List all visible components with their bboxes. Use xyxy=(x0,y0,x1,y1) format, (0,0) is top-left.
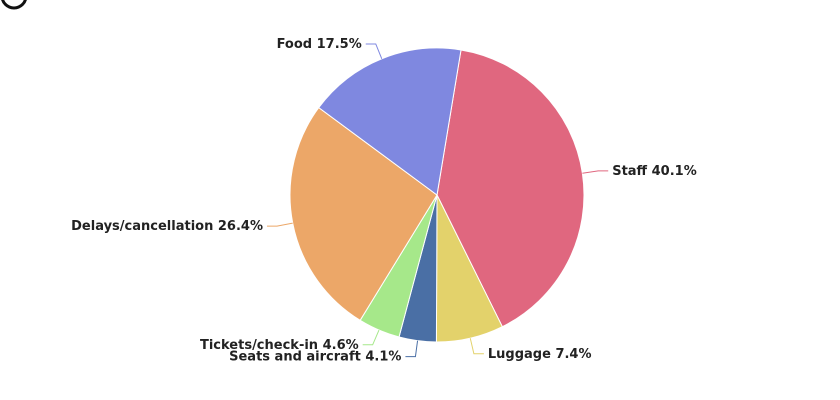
data-label: Staff 40.1% xyxy=(612,163,697,178)
leader-line xyxy=(405,340,419,358)
data-label: Food 17.5% xyxy=(277,36,362,51)
label-value: 7.4% xyxy=(555,346,591,361)
label-value: 17.5% xyxy=(317,36,362,51)
label-value: 4.1% xyxy=(365,349,401,364)
label-value: 4.6% xyxy=(323,337,359,352)
icon xyxy=(1,0,27,10)
data-label: Delays/cancellation 26.4% xyxy=(71,219,263,234)
label-name: Tickets/check-in xyxy=(200,337,318,352)
label-value: 26.4% xyxy=(218,219,263,234)
leader-line xyxy=(469,338,484,355)
pie-slice xyxy=(289,106,438,322)
label-name: Food xyxy=(277,36,313,51)
data-label: Luggage 7.4% xyxy=(488,346,592,361)
leader-line xyxy=(582,170,609,174)
data-label: Seats and aircraft 4.1% xyxy=(229,349,401,364)
label-name: Delays/cancellation xyxy=(71,219,213,234)
data-label: Tickets/check-in 4.6% xyxy=(200,337,359,352)
pie-slice xyxy=(436,49,585,328)
label-name: Luggage xyxy=(488,346,551,361)
leader-line xyxy=(365,43,383,59)
leader-line xyxy=(267,222,293,227)
label-name: Staff xyxy=(612,163,647,178)
label-name: Seats and aircraft xyxy=(229,349,361,364)
leader-line xyxy=(362,329,380,346)
label-value: 40.1% xyxy=(652,163,697,178)
